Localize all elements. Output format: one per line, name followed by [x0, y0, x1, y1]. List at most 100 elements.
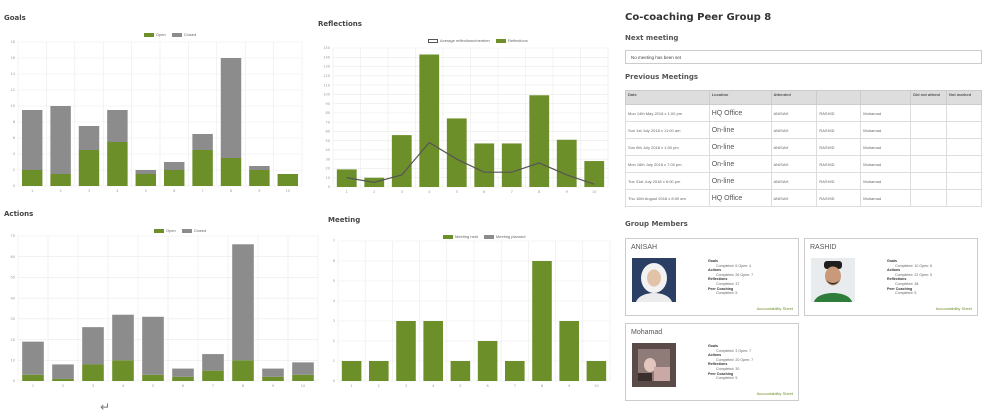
attendee: RASHID — [816, 172, 862, 190]
y-tick-label: 20 — [326, 167, 330, 171]
y-tick-label: 90 — [326, 102, 330, 106]
attendee: RASHID — [816, 121, 862, 139]
bar — [584, 161, 605, 187]
y-tick-label: 130 — [323, 65, 330, 69]
actions-legend: Open Closed — [154, 228, 206, 233]
member-stats: Goals Completed: 3 Open: 7 Actions Compl… — [708, 344, 754, 381]
attendee: RASHID — [816, 155, 862, 173]
avatar — [811, 258, 855, 302]
not-marked-cell — [946, 138, 982, 156]
x-tick-label: 10 — [594, 384, 598, 388]
bar-closed — [52, 364, 74, 379]
bar-closed — [21, 110, 43, 170]
y-tick-label: 70 — [326, 120, 330, 124]
attendee: RASHID — [816, 104, 862, 122]
bar-open — [50, 174, 71, 186]
goals-legend: Open Closed — [144, 32, 196, 37]
table-row[interactable]: Sun 8th July 2018 x 1:00 pm On-line ANIS… — [625, 138, 982, 156]
x-tick-label: 9 — [272, 384, 274, 388]
accountability-sheet-link[interactable]: Accountability Sheet — [756, 391, 793, 396]
legend-item-open[interactable]: Open — [144, 32, 166, 37]
x-tick-label: 7 — [511, 190, 513, 194]
bar-open — [107, 142, 128, 186]
bar-closed — [78, 126, 100, 150]
legend-item-held[interactable]: Meeting held — [443, 234, 478, 239]
member-card-rashid: RASHID Goals Completed: 10 Open: 6 Actio… — [804, 238, 978, 316]
bar-open — [135, 174, 157, 186]
actions-chart: 0 10 20 30 40 50 60 70 1 2 3 4 5 6 7 8 9 10 — [11, 234, 319, 388]
y-tick-label: 50 — [326, 139, 330, 143]
accountability-sheet-link[interactable]: Accountability Sheet — [756, 306, 793, 311]
attendee: Mohamad — [860, 104, 912, 122]
reflections-legend: Average reflections/member Reflections — [428, 38, 528, 43]
member-card-anisah: ANISAH Goals Completed: 6 Open: 4 Action… — [625, 238, 799, 316]
did-not-attend-cell — [910, 121, 948, 139]
bar-open — [163, 170, 185, 186]
y-tick-label: 0 — [13, 184, 15, 188]
x-tick-label: 9 — [568, 384, 570, 388]
next-meeting-box: No meeting has been set — [625, 50, 982, 64]
avatar — [632, 258, 676, 302]
legend-item-closed[interactable]: Closed — [181, 228, 206, 233]
table-row[interactable]: Sun 1st July 2018 x 11:00 am On-line ANI… — [625, 121, 982, 139]
table-row[interactable]: Mon 16th July 2018 x 7:00 pm On-line ANI… — [625, 155, 982, 173]
attendee: RASHID — [816, 138, 862, 156]
y-tick-label: 0 — [13, 379, 15, 383]
bar — [474, 143, 495, 187]
legend-item-reflections[interactable]: Reflections — [495, 38, 528, 43]
return-icon: ↵ — [100, 400, 111, 414]
x-tick-label: 10 — [286, 189, 290, 193]
y-tick-label: 50 — [11, 276, 15, 280]
y-tick-label: 80 — [326, 111, 330, 115]
group-panel: Co-coaching Peer Group 8 Next meeting No… — [620, 0, 990, 417]
x-tick-label: 10 — [301, 384, 305, 388]
not-marked-cell — [946, 121, 982, 139]
bar — [341, 361, 362, 381]
legend-item-planned[interactable]: Meeting planned — [483, 234, 525, 239]
bar — [559, 321, 579, 381]
y-tick-label: 14 — [11, 72, 16, 76]
did-not-attend-cell — [910, 172, 948, 190]
avatar — [632, 343, 676, 387]
y-tick-label: 110 — [323, 83, 330, 87]
bar-open — [292, 374, 314, 381]
legend-item-closed[interactable]: Closed — [171, 32, 196, 37]
legend-item-open[interactable]: Open — [154, 228, 176, 233]
bar — [396, 321, 416, 381]
col-attended-3 — [860, 90, 912, 105]
col-date: Date — [625, 90, 710, 105]
bar-closed — [220, 58, 242, 158]
y-tick-label: 40 — [326, 148, 330, 152]
attendee: Mohamad — [860, 189, 912, 207]
bar-closed — [192, 134, 213, 150]
goals-chart-panel: Goals Open Closed 0 2 4 6 8 10 12 14 16 18 1 2 3 4 5 6 7… — [4, 14, 304, 194]
bar — [477, 341, 498, 381]
legend-item-average[interactable]: Average reflections/member — [428, 38, 490, 43]
attendee: Mohamad — [860, 121, 912, 139]
y-tick-label: 2 — [333, 339, 335, 343]
x-tick-label: 8 — [538, 190, 540, 194]
table-row[interactable]: Tue 31st July 2018 x 6:00 pm On-line ANI… — [625, 172, 982, 190]
y-tick-label: 140 — [323, 55, 330, 59]
meeting-date: Tue 31st July 2018 x 6:00 pm — [625, 172, 710, 190]
bar-open — [172, 376, 194, 381]
attendee: ANISAH — [770, 104, 818, 122]
bar-closed — [135, 170, 157, 174]
table-row[interactable]: Mon 14th May 2018 x 1:00 pm HQ Office AN… — [625, 104, 982, 122]
meeting-date: Thu 16th August 2018 x 8:00 am — [625, 189, 710, 207]
actions-chart-panel: Actions Open Closed 0 10 20 30 40 50 60 70 1 2 3 4 5… — [4, 210, 319, 390]
attendee: ANISAH — [770, 155, 818, 173]
bar-closed — [82, 327, 104, 365]
x-tick-label: 1 — [350, 384, 352, 388]
meeting-date: Mon 16th July 2018 x 7:00 pm — [625, 155, 710, 173]
y-tick-label: 70 — [11, 234, 15, 238]
table-row[interactable]: Thu 16th August 2018 x 8:00 am HQ Office… — [625, 189, 982, 207]
y-tick-label: 16 — [11, 56, 15, 60]
x-tick-label: 2 — [378, 384, 380, 388]
x-tick-label: 2 — [62, 384, 64, 388]
accountability-sheet-link[interactable]: Accountability Sheet — [935, 306, 972, 311]
meeting-date: Mon 14th May 2018 x 1:00 pm — [625, 104, 710, 122]
bar-closed — [292, 362, 314, 375]
bar — [556, 139, 577, 187]
did-not-attend-cell — [910, 155, 948, 173]
